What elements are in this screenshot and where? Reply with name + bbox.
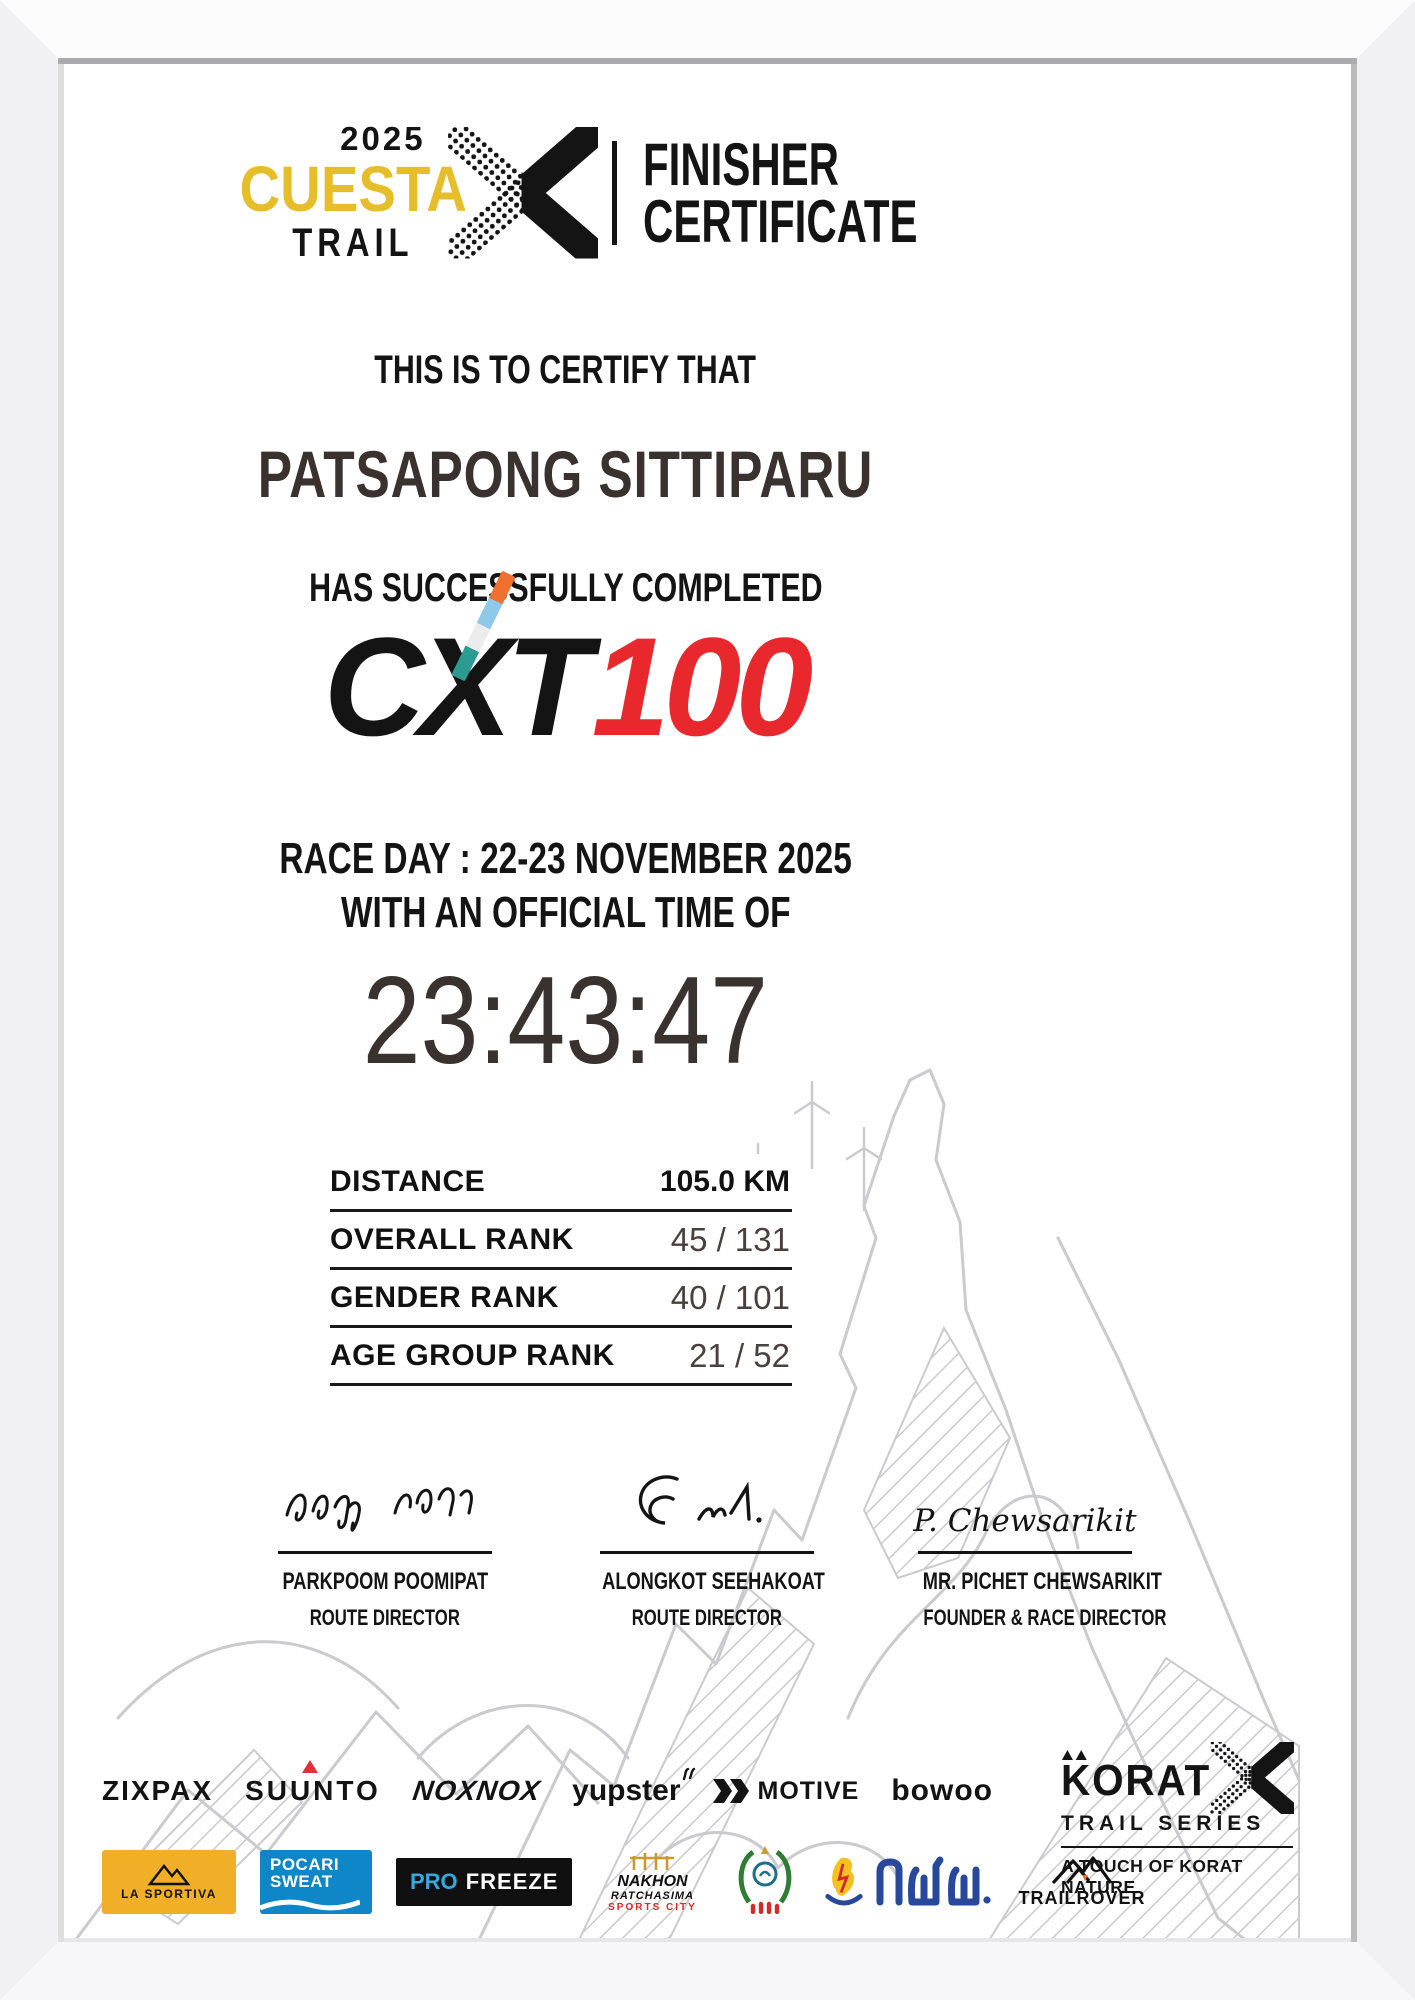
nakhon-gate-icon [630, 1852, 675, 1870]
title-line-1: FINISHER [643, 130, 840, 198]
row-label: OVERALL RANK [330, 1222, 574, 1256]
sponsor-row-2: LA SPORTIVA POCARI SWEAT PRO FREEZE NAKH… [102, 1844, 1145, 1919]
korat-rule [1061, 1846, 1293, 1848]
row-label: DISTANCE [330, 1164, 486, 1198]
row-label: GENDER RANK [330, 1280, 559, 1314]
sponsor-egat-logo [822, 1853, 994, 1911]
korat-x-icon [1210, 1742, 1295, 1814]
signatory-name: MR. PICHET CHEWSARIKIT [922, 1568, 1162, 1595]
sponsor-pocari-sweat-logo: POCARI SWEAT [260, 1849, 372, 1914]
cuesta-trail-logo: 2025 CUESTA TRAIL [224, 122, 482, 263]
logo-divider [612, 140, 618, 245]
signature-line [918, 1551, 1132, 1554]
sponsor-yupster-logo: yupster [572, 1767, 695, 1808]
title-line-2: CERTIFICATE [643, 187, 918, 255]
header-logo-row: 2025 CUESTA TRAIL FINISHER CERTIFICATE [122, 122, 1137, 263]
sponsor-la-sportiva-logo: LA SPORTIVA [102, 1849, 236, 1914]
table-row: AGE GROUP RANK 21 / 52 [330, 1328, 792, 1386]
egat-map-bolt-icon [825, 1857, 864, 1905]
pocari-wave-icon [260, 1899, 360, 1910]
official-time-label: WITH AN OFFICIAL TIME OF [340, 888, 791, 937]
signature-handwriting [567, 1453, 847, 1545]
row-label: AGE GROUP RANK [330, 1338, 615, 1372]
cat-ear-icon [1075, 1750, 1087, 1760]
row-value: 40 / 101 [670, 1278, 790, 1316]
row-value: 21 / 52 [689, 1336, 790, 1374]
row-value: 105.0 KM [659, 1164, 790, 1198]
content-column: 2025 CUESTA TRAIL FINISHER CERTIFICATE T… [58, 58, 1073, 1942]
signature-handwriting: P. Chewsarikit [885, 1453, 1165, 1545]
sponsor-bowoo-logo: bowoo [891, 1774, 993, 1807]
sponsor-zixpax-logo: ZIXPAX [102, 1775, 214, 1806]
signature-block-founder: P. Chewsarikit MR. PICHET CHEWSARIKIT FO… [885, 1453, 1167, 1631]
sponsor-pro-freeze-logo: PRO FREEZE [396, 1857, 573, 1906]
sponsor-motive-logo: MOTIVE [712, 1777, 860, 1806]
runner-name: PATSAPONG SITTIPARU [257, 437, 874, 511]
certificate-title: FINISHER CERTIFICATE [643, 130, 1035, 255]
table-row: DISTANCE 105.0 KM [330, 1154, 792, 1212]
signatory-name: ALONGKOT SEEHAKOAT [602, 1568, 825, 1595]
cuesta-wordmark: CUESTA [239, 153, 467, 225]
laurel-wreath-icon [739, 1846, 792, 1915]
certify-line: THIS IS TO CERTIFY THAT [374, 348, 757, 392]
korat-wordmark: KORAT [1061, 1750, 1211, 1806]
signature-line [600, 1551, 814, 1554]
table-row: GENDER RANK 40 / 101 [330, 1270, 792, 1328]
sponsor-sat-emblem [732, 1844, 798, 1919]
signature-block-route-director-1: PARKPOOM POOMIPAT ROUTE DIRECTOR [245, 1453, 525, 1631]
motive-arrows-icon [712, 1779, 749, 1803]
official-time-value: 23:43:47 [362, 952, 769, 1090]
cuesta-x-icon [448, 126, 599, 259]
signature-handwriting [245, 1453, 525, 1545]
cxt-distance-number: 100 [591, 608, 814, 765]
signatory-name: PARKPOOM POOMIPAT [282, 1568, 488, 1595]
sponsor-suunto-logo: SUUNTO [245, 1760, 381, 1807]
signature-block-route-director-2: ALONGKOT SEEHAKOAT ROUTE DIRECTOR [567, 1453, 847, 1631]
signature-line [278, 1551, 492, 1554]
signatory-role: FOUNDER & RACE DIRECTOR [923, 1605, 1167, 1630]
suunto-triangle-icon [302, 1760, 319, 1773]
cxt-wordmark: CXT [323, 608, 592, 765]
results-table: DISTANCE 105.0 KM OVERALL RANK 45 / 131 … [330, 1154, 792, 1386]
cat-ear-icon [1061, 1750, 1073, 1760]
sponsor-row-1: ZIXPAX SUUNTO NOXNOX yupster MOTIVE bowo… [102, 1760, 993, 1808]
row-value: 45 / 131 [670, 1220, 790, 1258]
yupster-spark-icon [682, 1767, 695, 1781]
certificate-paper: 2025 CUESTA TRAIL FINISHER CERTIFICATE T… [58, 58, 1357, 1942]
signatory-role: ROUTE DIRECTOR [309, 1605, 461, 1630]
korat-tagline: A TOUCH OF KORAT NATURE [1061, 1856, 1243, 1897]
sponsor-nakhon-ratchasima-logo: NAKHON RATCHASIMA SPORTS CITY [596, 1850, 708, 1914]
trail-wordmark: TRAIL [292, 221, 414, 265]
signatory-role: ROUTE DIRECTOR [631, 1605, 783, 1630]
mountain-line-art [72, 1068, 1301, 1942]
race-day-line: RACE DAY : 22-23 NOVEMBER 2025 [279, 834, 852, 883]
race-logo: CXT100 [58, 570, 1073, 767]
sponsor-trailrover-logo: TRAILROVER [1018, 1855, 1145, 1909]
la-sportiva-mountain-icon [147, 1864, 191, 1886]
table-row: OVERALL RANK 45 / 131 [330, 1212, 792, 1270]
completed-line: HAS SUCCESSFULLY COMPLETED [308, 566, 823, 610]
korat-series-label: TRAIL SERIES [1061, 1812, 1266, 1835]
korat-trail-series-logo: KORAT TRAIL SERIES A TOUCH OF KORAT NATU… [1061, 1742, 1321, 1898]
egat-thai-wordmark-icon [876, 1856, 992, 1905]
sponsor-noxnox-logo: NOXNOX [410, 1775, 543, 1806]
trailrover-peaks-icon [1051, 1855, 1113, 1884]
signature-script-text: P. Chewsarikit [913, 1503, 1137, 1539]
cuesta-year: 2025 [340, 120, 426, 157]
